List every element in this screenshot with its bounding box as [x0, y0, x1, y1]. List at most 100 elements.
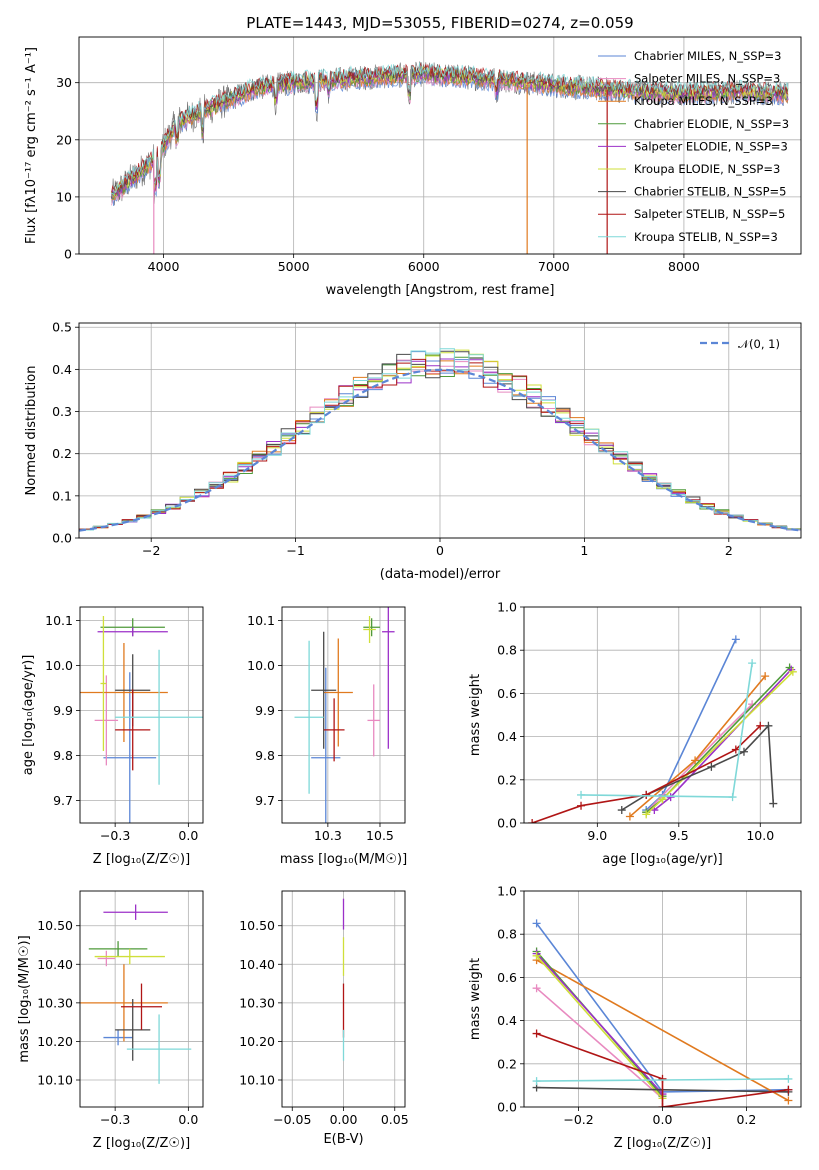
x-axis-label: age [log₁₀(age/yr)] [602, 852, 723, 867]
y-tick-label: 10 [56, 189, 72, 204]
errorbar-point-kroupa_stelib [115, 649, 203, 785]
x-tick-label: 8000 [668, 259, 700, 274]
series-marker [532, 1077, 541, 1086]
series-salpeter_stelib [532, 1029, 793, 1107]
legend-entry: Salpeter ELODIE, N_SSP=3 [634, 139, 788, 153]
y-tick-label: 9.8 [255, 748, 275, 763]
x-tick-label: 9.5 [669, 828, 689, 843]
series-marker [658, 1103, 667, 1107]
axes-frame [78, 36, 802, 255]
errorbar-point-chabrier_elodie [363, 618, 380, 637]
y-tick-label: 10.0 [45, 658, 73, 673]
errorbar-point-kroupa_miles [323, 638, 353, 747]
axes-frame [79, 606, 204, 824]
y-tick-label: 0.8 [497, 927, 517, 942]
panel-age_vs_z: −0.3 0.0 9.7 9.8 9.9 10.0 10.1 Z [log₁₀(Z/Z☉)] a… [21, 606, 204, 867]
x-tick-label: 4000 [148, 259, 180, 274]
errorbar-point-chabrier_miles [103, 672, 157, 823]
y-tick-label: 0.5 [52, 320, 72, 335]
y-tick-label: 0.4 [497, 1013, 517, 1028]
series-marker [532, 984, 541, 993]
x-tick-label: 0.00 [330, 1112, 358, 1127]
series-marker [532, 1029, 541, 1038]
y-tick-label: 10.30 [239, 995, 275, 1010]
series-kroupa_miles [532, 956, 793, 1105]
x-tick-label: 0.0 [178, 1112, 198, 1127]
y-tick-label: 9.9 [53, 703, 73, 718]
axes-frame [523, 606, 802, 824]
y-tick-label: 10.20 [37, 1034, 73, 1049]
y-tick-label: 1.0 [497, 600, 517, 615]
y-tick-label: 0.6 [497, 686, 517, 701]
series-salpeter_miles [532, 984, 667, 1103]
series-marker [756, 721, 765, 730]
errorbar-point-chabrier_miles [311, 667, 341, 823]
errorbar-point-salpeter_stelib [121, 983, 162, 1030]
x-tick-label: −1 [286, 543, 304, 558]
series-line [536, 959, 789, 1102]
legend: Chabrier MILES, N_SSP=3 Salpeter MILES, N… [598, 49, 789, 244]
series-marker [577, 801, 586, 810]
errorbar-point-chabrier_miles [103, 1029, 133, 1046]
legend-entry: Kroupa STELIB, N_SSP=3 [634, 230, 778, 244]
x-tick-label: 0 [436, 543, 444, 558]
y-tick-label: 0.0 [52, 531, 72, 546]
x-tick-label: 0.0 [653, 1112, 673, 1127]
y-tick-label: 10.40 [37, 957, 73, 972]
series-marker [707, 762, 716, 771]
x-tick-label: −0.2 [563, 1112, 593, 1127]
series-marker [658, 1074, 667, 1083]
series-marker [617, 806, 626, 815]
y-tick-label: 0.2 [497, 772, 517, 787]
y-tick-label: 10.50 [239, 918, 275, 933]
y-tick-label: 20 [56, 132, 72, 147]
x-axis-label: (data-model)/error [380, 567, 501, 582]
x-axis-label: mass [log₁₀(M/M☉)] [280, 852, 407, 867]
errorbar-point-salpeter_elodie [97, 627, 168, 637]
series-marker [691, 756, 700, 765]
y-tick-label: 30 [56, 75, 72, 90]
axes-frame [281, 606, 406, 824]
series-marker [784, 1074, 793, 1083]
y-tick-label: 10.0 [247, 658, 275, 673]
errorbar-point-salpeter_stelib [323, 698, 345, 762]
series-marker [748, 659, 757, 668]
x-tick-label: 9.0 [587, 828, 607, 843]
y-tick-label: 9.7 [255, 793, 275, 808]
x-tick-label: 0.2 [736, 1112, 756, 1127]
plot-area [532, 919, 793, 1107]
y-tick-label: 0.3 [52, 404, 72, 419]
series-marker [532, 951, 541, 960]
panel-mass_vs_ebv: −0.05 0.00 0.05 10.10 10.20 10.30 10.40 10.50 E(… [239, 890, 409, 1147]
panel-weight_vs_age: 9.0 9.5 10.0 0.0 0.2 0.4 0.6 0.8 1.0 age [log₁₀(a… [468, 600, 802, 867]
x-tick-label: −2 [142, 543, 160, 558]
series-line [536, 987, 664, 1100]
x-tick-label: 1 [580, 543, 588, 558]
plot-area [79, 348, 801, 532]
series-marker [769, 799, 778, 808]
plot-area [528, 635, 797, 823]
y-tick-label: 10.1 [247, 613, 275, 628]
series-marker [761, 672, 770, 681]
series-marker [764, 721, 773, 730]
series-marker [784, 1096, 793, 1105]
series-kroupa_miles [625, 672, 770, 821]
y-tick-label: 0.6 [497, 970, 517, 985]
x-tick-label: −0.3 [100, 828, 130, 843]
model-spectrum-kroupa_stelib [111, 62, 789, 196]
series-line [536, 955, 664, 1099]
x-axis-label: Z [log₁₀(Z/Z☉)] [93, 1136, 190, 1151]
errorbar-point-salpeter_miles [367, 684, 380, 757]
y-tick-label: 0.2 [52, 446, 72, 461]
x-tick-label: 10.5 [366, 828, 394, 843]
legend-entry: Kroupa MILES, N_SSP=3 [634, 94, 773, 108]
panel-residuals: −2 −1 0 1 2 0.0 0.1 0.2 0.3 0.4 0.5 (data-model)/er… [24, 320, 802, 582]
series-line [536, 1032, 789, 1107]
series-marker [731, 745, 740, 754]
panel-age_vs_mass: 10.3 10.5 9.7 9.8 9.9 10.0 10.1 mass [log₁₀(M/M… [247, 606, 407, 867]
y-tick-label: 0.0 [497, 1100, 517, 1115]
y-axis-label: mass weight [468, 958, 483, 1040]
series-marker [731, 635, 740, 644]
axes-frame [79, 890, 204, 1108]
y-tick-label: 0.2 [497, 1056, 517, 1071]
